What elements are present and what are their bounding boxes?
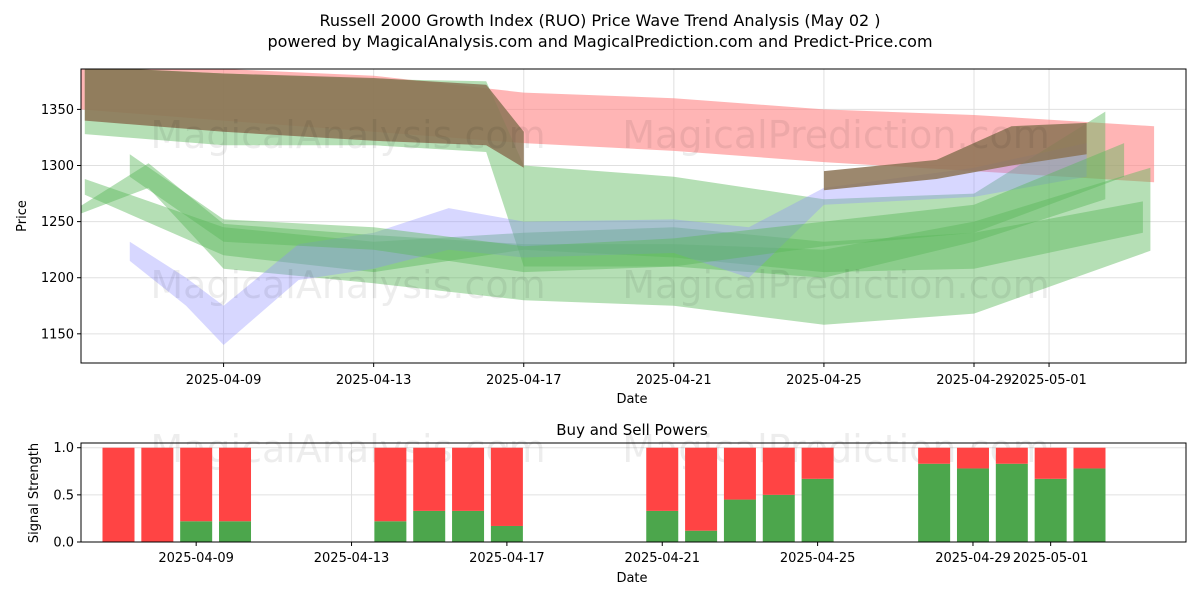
price-x-tick-label: 2025-04-17: [486, 373, 562, 388]
power-y-axis-label: Signal Strength: [27, 443, 42, 543]
price-band-brown-7: [823, 122, 1087, 191]
buy-bar: [219, 521, 252, 542]
buy-bar: [762, 494, 795, 542]
power-chart: Buy and Sell Powers MagicalAnalysis.com M…: [27, 421, 1187, 586]
power-x-tick-label: 2025-04-17: [469, 551, 545, 566]
price-y-tick-label: 1250: [41, 215, 74, 230]
buy-bar: [723, 499, 756, 542]
watermark-text: MagicalPrediction.com: [622, 263, 1050, 307]
power-x-tick-label: 2025-04-13: [314, 551, 390, 566]
power-x-tick-label: 2025-04-29: [935, 551, 1011, 566]
price-watermarks: MagicalAnalysis.com MagicalPrediction.com…: [150, 113, 1049, 307]
price-x-tick-label: 2025-04-29: [936, 373, 1012, 388]
sell-bar: [956, 447, 989, 469]
price-band-brown-2: [84, 69, 524, 168]
price-band-green-3: [81, 163, 1151, 325]
buy-bar: [180, 521, 213, 542]
price-band-green-4: [84, 179, 1143, 273]
buy-bar: [995, 463, 1028, 542]
sell-bar: [801, 447, 834, 479]
price-y-ticks: 1150 1200 1250 1300 1350: [41, 103, 81, 342]
price-x-tick-label: 2025-05-01: [1011, 373, 1087, 388]
sell-bar: [723, 447, 756, 500]
buy-bar: [413, 510, 446, 542]
price-x-ticks: 2025-04-09 2025-04-13 2025-04-17 2025-04-21…: [186, 363, 1087, 388]
watermark-text: MagicalPrediction.com: [622, 113, 1050, 157]
price-y-tick-label: 1300: [41, 159, 74, 174]
sell-bar: [374, 447, 407, 522]
power-y-tick-label: 1.0: [53, 441, 74, 456]
power-x-tick-label: 2025-04-21: [624, 551, 700, 566]
sell-bar: [762, 447, 795, 495]
sell-bar: [141, 447, 174, 542]
sell-bar: [918, 447, 951, 464]
sell-bar: [995, 447, 1028, 464]
price-x-axis-label: Date: [616, 392, 647, 407]
power-y-tick-label: 0.0: [53, 536, 74, 551]
watermark-text: MagicalAnalysis.com: [150, 263, 545, 307]
power-x-tick-label: 2025-04-09: [158, 551, 234, 566]
price-y-tick-label: 1200: [41, 271, 74, 286]
power-axes-frame: [80, 442, 1187, 543]
price-x-tick-label: 2025-04-09: [186, 373, 262, 388]
buy-bar: [1034, 478, 1067, 542]
price-y-tick-label: 1150: [41, 327, 74, 342]
watermark-text: MagicalAnalysis.com: [150, 113, 545, 157]
buy-bar: [646, 510, 679, 542]
power-x-tick-label: 2025-05-01: [1013, 551, 1089, 566]
buy-bar: [452, 510, 485, 542]
price-bands: [81, 69, 1155, 345]
power-x-axis-label: Date: [616, 571, 647, 586]
buy-bar: [801, 478, 834, 542]
price-chart: MagicalAnalysis.com MagicalPrediction.com…: [15, 68, 1187, 407]
buy-bar: [490, 525, 523, 542]
chart-subtitle: powered by MagicalAnalysis.com and Magic…: [267, 32, 932, 51]
price-y-tick-label: 1350: [41, 103, 74, 118]
sell-bar: [102, 447, 135, 542]
sell-bar: [490, 447, 523, 526]
buy-bar: [956, 468, 989, 542]
power-y-ticks: 0.0 0.5 1.0: [53, 441, 81, 551]
sell-bar: [180, 447, 213, 522]
chart-title: Russell 2000 Growth Index (RUO) Price Wa…: [319, 11, 880, 30]
price-band-blue-5: [129, 143, 1087, 345]
price-x-tick-label: 2025-04-25: [786, 373, 862, 388]
buy-bar: [374, 521, 407, 542]
sell-bar: [1034, 447, 1067, 479]
power-chart-title: Buy and Sell Powers: [556, 421, 708, 439]
sell-bar: [685, 447, 718, 531]
sell-bar: [452, 447, 485, 511]
buy-bar: [685, 530, 718, 542]
price-y-axis-label: Price: [15, 200, 30, 232]
sell-bar: [1073, 447, 1106, 469]
power-x-ticks: 2025-04-09 2025-04-13 2025-04-17 2025-04-21…: [158, 542, 1088, 566]
power-x-tick-label: 2025-04-25: [780, 551, 856, 566]
sell-bar: [413, 447, 446, 511]
sell-bar: [219, 447, 252, 522]
price-axes-frame: [80, 68, 1187, 364]
sell-bar: [646, 447, 679, 511]
price-band-green-6: [129, 143, 1125, 273]
power-y-tick-label: 0.5: [53, 488, 74, 503]
power-bars: [102, 447, 1106, 542]
price-x-tick-label: 2025-04-13: [336, 373, 412, 388]
price-x-tick-label: 2025-04-21: [636, 373, 712, 388]
buy-bar: [918, 463, 951, 542]
buy-bar: [1073, 468, 1106, 542]
